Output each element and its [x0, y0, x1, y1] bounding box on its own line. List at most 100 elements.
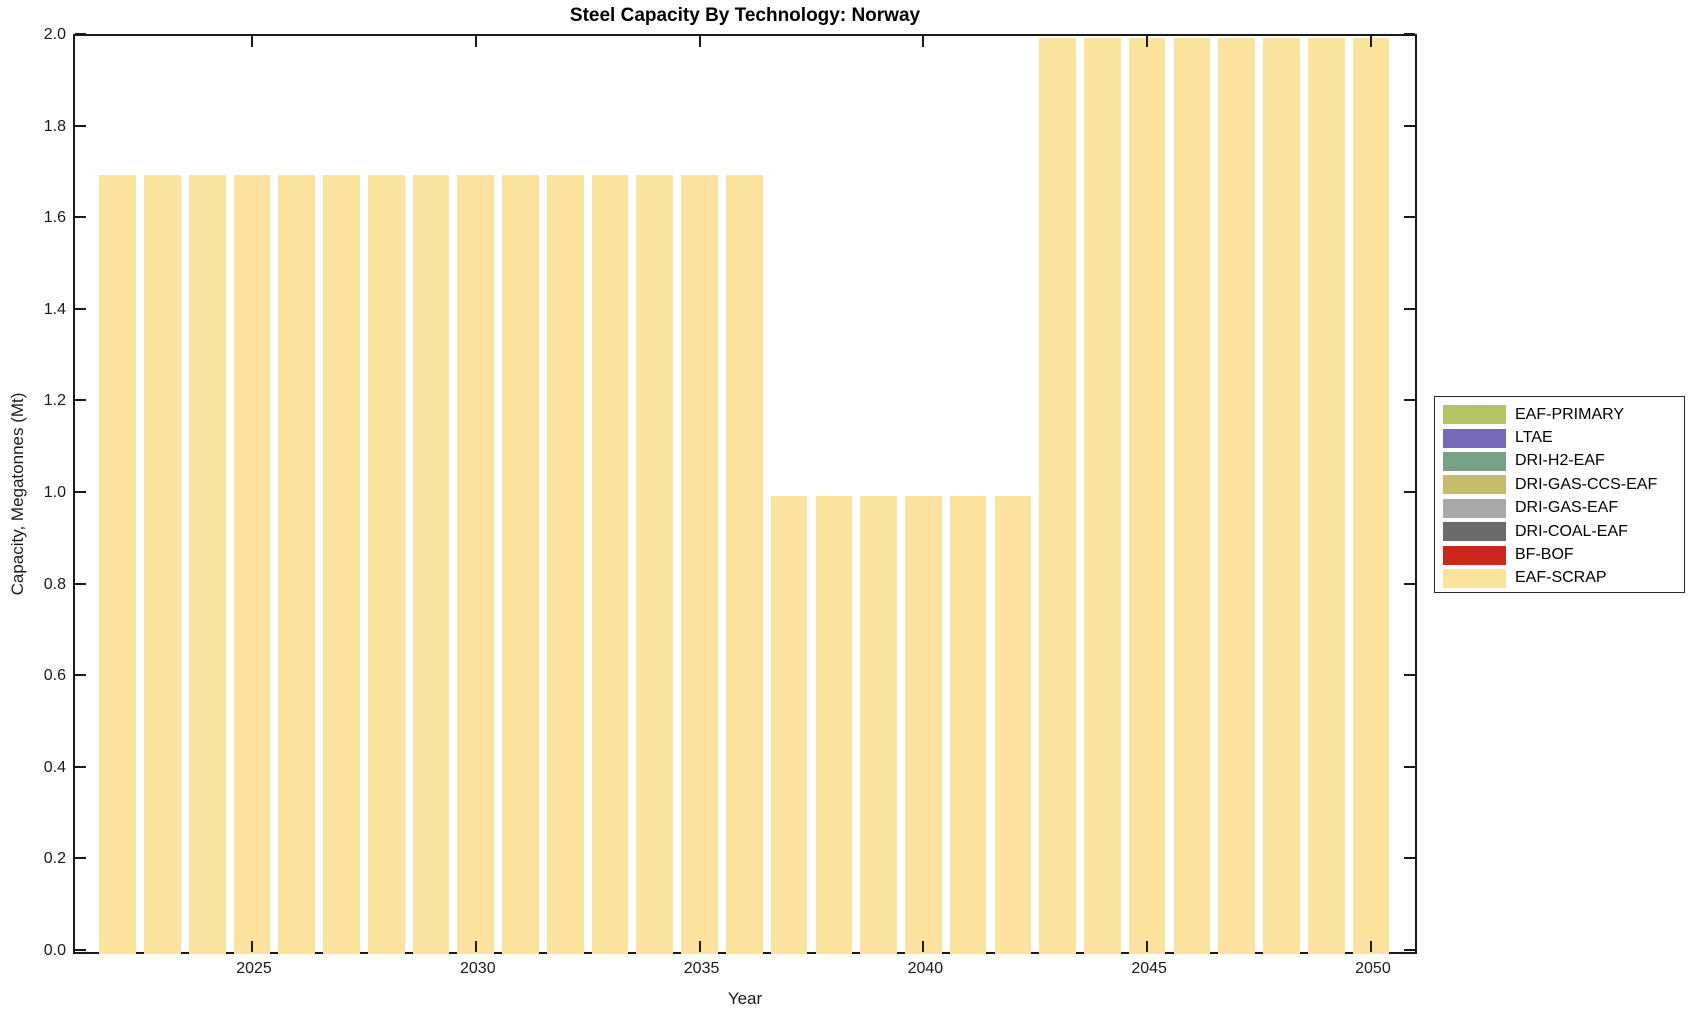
- bar-eaf-scrap-2037: [770, 496, 808, 954]
- x-tick: [474, 941, 477, 952]
- x-tick-label: 2045: [1131, 960, 1167, 977]
- x-tick: [922, 941, 925, 952]
- bar-eaf-scrap-2025: [233, 175, 271, 954]
- legend-item: EAF-SCRAP: [1435, 567, 1684, 590]
- legend: EAF-PRIMARY LTAE DRI-H2-EAF DRI-GAS-CCS-EAF…: [1434, 396, 1685, 593]
- x-tick-top: [474, 36, 477, 47]
- bar-eaf-scrap-2035: [681, 175, 718, 954]
- bar-eaf-scrap-2040: [905, 496, 942, 954]
- bar-eaf-scrap-2029: [412, 175, 450, 954]
- x-tick-label: 2030: [460, 960, 496, 977]
- legend-swatch: [1443, 428, 1506, 448]
- bar-eaf-scrap-2032: [546, 175, 584, 954]
- x-tick-top: [922, 36, 925, 47]
- bar-eaf-scrap-2048: [1263, 38, 1300, 954]
- y-tick: [75, 765, 86, 768]
- legend-item-label: EAF-SCRAP: [1515, 569, 1607, 587]
- x-tick: [1146, 941, 1149, 952]
- plot-area: [73, 33, 1417, 954]
- y-tick: [75, 33, 86, 35]
- y-tick-label: 0.8: [43, 575, 66, 593]
- x-tick-top: [1146, 36, 1149, 47]
- y-tick-right: [1404, 33, 1415, 35]
- y-tick: [75, 307, 86, 310]
- bar-eaf-scrap-2034: [636, 175, 674, 954]
- chart-title: Steel Capacity By Technology: Norway: [569, 5, 921, 26]
- legend-item-label: BF-BOF: [1515, 546, 1574, 564]
- y-tick-right: [1404, 124, 1415, 127]
- y-tick: [75, 216, 86, 219]
- legend-swatch: [1443, 545, 1506, 565]
- y-tick-right: [1404, 307, 1415, 310]
- bar-eaf-scrap-2038: [815, 496, 853, 954]
- x-tick: [698, 941, 701, 952]
- x-tick-label: 2040: [907, 960, 944, 977]
- y-tick: [75, 857, 86, 860]
- y-tick-label: 2.0: [43, 26, 66, 43]
- legend-swatch: [1443, 498, 1506, 518]
- legend-item: DRI-GAS-EAF: [1435, 497, 1684, 520]
- bar-eaf-scrap-2024: [188, 175, 226, 954]
- y-tick-right: [1404, 399, 1415, 402]
- legend-swatch: [1443, 451, 1506, 471]
- x-tick: [1369, 941, 1372, 952]
- y-tick: [75, 491, 86, 493]
- bar-eaf-scrap-2047: [1218, 38, 1255, 954]
- bar-eaf-scrap-2044: [1084, 38, 1121, 954]
- legend-swatch: [1443, 568, 1506, 588]
- y-tick-label: 0.4: [43, 758, 66, 776]
- bar-eaf-scrap-2030: [457, 175, 495, 954]
- x-tick-top: [698, 36, 701, 47]
- y-tick-right: [1404, 582, 1415, 585]
- bar-eaf-scrap-2036: [725, 175, 763, 954]
- bar-eaf-scrap-2039: [860, 496, 897, 954]
- legend-item: EAF-PRIMARY: [1435, 403, 1684, 426]
- bar-eaf-scrap-2046: [1173, 38, 1211, 954]
- legend-swatch: [1443, 522, 1506, 542]
- bar-eaf-scrap-2023: [144, 175, 181, 954]
- legend-item-label: DRI-GAS-EAF: [1515, 499, 1619, 517]
- y-tick-right: [1404, 765, 1415, 768]
- legend-item: DRI-H2-EAF: [1435, 450, 1684, 473]
- x-tick-label: 2050: [1355, 960, 1391, 977]
- y-tick: [75, 582, 86, 585]
- bar-eaf-scrap-2041: [949, 496, 987, 954]
- bar-eaf-scrap-2033: [591, 175, 629, 954]
- bar-eaf-scrap-2050: [1352, 38, 1390, 954]
- legend-item: BF-BOF: [1435, 543, 1684, 566]
- bar-eaf-scrap-2028: [367, 175, 405, 954]
- y-tick-label: 0.0: [43, 942, 66, 959]
- y-tick-label: 1.2: [43, 392, 66, 410]
- y-tick: [75, 674, 86, 677]
- bar-eaf-scrap-2031: [502, 175, 539, 954]
- y-tick: [75, 949, 86, 951]
- bar-eaf-scrap-2043: [1039, 38, 1076, 954]
- bar-eaf-scrap-2026: [278, 175, 316, 954]
- bar-eaf-scrap-2022: [99, 175, 137, 954]
- bar-eaf-scrap-2042: [994, 496, 1032, 954]
- y-tick: [75, 124, 86, 127]
- y-tick-label: 0.2: [43, 850, 66, 868]
- y-tick-right: [1404, 674, 1415, 677]
- bar-eaf-scrap-2045: [1128, 38, 1166, 954]
- y-tick-right: [1404, 491, 1415, 493]
- y-tick-label: 1.8: [43, 117, 66, 135]
- legend-item: DRI-GAS-CCS-EAF: [1435, 473, 1684, 496]
- bar-eaf-scrap-2027: [323, 175, 360, 954]
- y-tick-label: 1.6: [43, 209, 66, 227]
- y-tick-right: [1404, 216, 1415, 219]
- x-tick: [251, 941, 254, 952]
- y-tick-right: [1404, 857, 1415, 860]
- legend-item: LTAE: [1435, 426, 1684, 449]
- bar-eaf-scrap-2049: [1307, 38, 1345, 954]
- legend-item-label: DRI-H2-EAF: [1515, 452, 1605, 470]
- x-tick-top: [1369, 36, 1372, 47]
- legend-item-label: EAF-PRIMARY: [1515, 405, 1625, 423]
- legend-swatch: [1443, 405, 1506, 425]
- legend-item-label: DRI-COAL-EAF: [1515, 522, 1628, 540]
- legend-item: DRI-COAL-EAF: [1435, 520, 1684, 543]
- y-tick-label: 0.6: [43, 667, 66, 685]
- legend-swatch: [1443, 475, 1506, 495]
- y-tick-label: 1.0: [43, 484, 66, 501]
